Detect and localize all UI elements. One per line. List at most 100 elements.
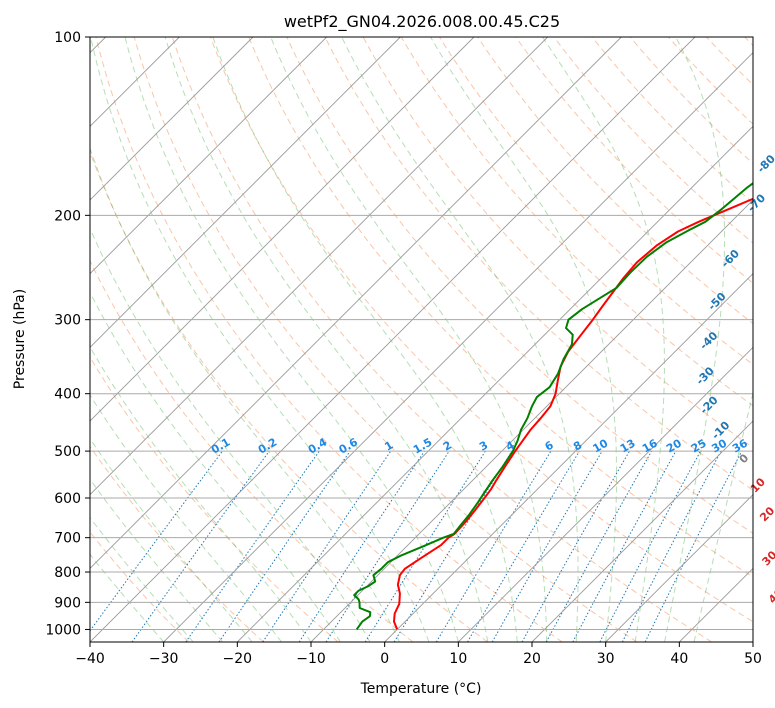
moist-adiabat-line (270, 37, 548, 642)
mixing-ratio-line (621, 450, 722, 642)
isotherm-line (458, 346, 753, 642)
mixing-ratio-line (90, 450, 223, 632)
dry-adiabat-label: 0 (737, 451, 752, 466)
moist-adiabat-line (90, 37, 430, 642)
mixing-ratio-line (521, 450, 630, 642)
x-tick-label: 20 (523, 651, 541, 667)
mixing-ratio-line (218, 450, 351, 642)
dry-adiabat-line (400, 37, 753, 407)
x-tick-label: −10 (296, 651, 326, 667)
dry-adiabat-line (210, 37, 753, 623)
dry-adiabat-line (133, 37, 638, 642)
x-tick-label: −20 (223, 651, 253, 667)
y-axis-label: Pressure (hPa) (12, 289, 28, 389)
dry-adiabat-line (629, 37, 753, 165)
dry-adiabat-line (90, 445, 264, 642)
mixing-ratio-label: 20 (664, 436, 684, 455)
moist-adiabat-line (90, 478, 223, 642)
mixing-ratio-line (393, 450, 513, 642)
mixing-ratio-label: 13 (618, 437, 638, 456)
y-tick-label: 700 (54, 531, 81, 547)
isotherm-line (531, 420, 753, 642)
dry-adiabat-label: -10 (709, 419, 732, 442)
dry-adiabat-label: -30 (694, 364, 717, 387)
moist-adiabat-line (124, 37, 459, 642)
dry-adiabat-line (90, 259, 414, 642)
dry-adiabat-line (515, 37, 753, 284)
x-tick-label: −40 (75, 651, 105, 667)
moist-adiabat-line (341, 37, 579, 642)
mixing-ratio-label: 10 (590, 436, 610, 455)
mixing-ratio-line (131, 450, 270, 642)
moist-adiabat-line (90, 345, 312, 642)
isotherm-line (384, 273, 753, 642)
dry-adiabat-label: 30 (760, 548, 775, 568)
mixing-ratio-line (185, 450, 320, 642)
mixing-ratio-line (262, 450, 392, 642)
y-tick-label: 200 (54, 208, 81, 224)
grid-lines (90, 37, 753, 642)
y-axis-ticks: 1000 900 800 700 600 500 400 300 200 100 (45, 30, 90, 638)
mixing-ratio-label: 0.6 (337, 435, 361, 456)
mixing-ratio-label: 0.4 (306, 435, 330, 456)
background-lines (90, 37, 753, 642)
y-tick-label: 900 (54, 595, 81, 611)
moist-adiabat-line (164, 37, 489, 642)
y-tick-label: 300 (54, 313, 81, 329)
x-tick-label: −30 (149, 651, 179, 667)
chart-title: wetPf2_GN04.2026.008.00.45.C25 (284, 12, 560, 32)
x-tick-label: 40 (670, 651, 688, 667)
isotherm-line (90, 37, 401, 348)
dry-adiabat-label: 40 (766, 586, 775, 606)
moist-adiabat-line (693, 390, 753, 642)
mixing-ratio-line (599, 450, 701, 642)
dry-adiabat-label: -20 (697, 393, 720, 416)
mixing-ratio-line (467, 450, 580, 642)
mixing-ratio-label: 0.1 (209, 436, 232, 457)
dry-adiabat-label: -90 (771, 106, 775, 129)
x-axis-ticks: −40 −30 −20 −10 0 10 20 30 40 50 (75, 642, 762, 667)
x-tick-label: 50 (744, 651, 762, 667)
dry-adiabat-line (248, 37, 753, 578)
isotherm-line (90, 37, 327, 275)
dry-adiabat-line (95, 37, 563, 642)
dry-adiabat-label: -60 (719, 247, 742, 270)
mixing-ratio-label: 0.2 (256, 436, 279, 457)
plot-frame (89, 36, 754, 643)
dry-adiabat-line (90, 356, 339, 642)
x-tick-label: 30 (597, 651, 615, 667)
y-tick-label: 600 (54, 491, 81, 507)
isotherm-line (605, 494, 753, 642)
moist-adiabat-line (90, 516, 194, 642)
y-tick-label: 800 (54, 565, 81, 581)
dry-adiabat-label: -80 (755, 152, 775, 175)
x-tick-label: 0 (380, 651, 389, 667)
y-tick-label: 1000 (45, 622, 81, 638)
moist-adiabat-line (90, 394, 282, 642)
moist-adiabat-line (90, 437, 253, 642)
moist-adiabat-line (90, 147, 400, 642)
dry-adiabat-line (90, 150, 488, 642)
moist-adiabat-line (664, 37, 726, 642)
x-tick-label: 10 (449, 651, 467, 667)
mixing-ratio-line (572, 450, 677, 642)
dewpoint-series-line (353, 182, 753, 630)
mixing-ratio-label: 25 (689, 437, 709, 456)
isotherm-line (90, 37, 254, 201)
isotherm-line (679, 567, 753, 642)
dry-adiabat-label: 10 (748, 475, 768, 495)
mixing-ratio-label: 1.5 (411, 436, 434, 457)
moist-adiabat-line (90, 291, 341, 642)
mixing-ratio-line (644, 450, 743, 642)
y-tick-label: 500 (54, 444, 81, 460)
mixing-ratio-line (545, 450, 653, 642)
mixing-ratio-line (298, 450, 425, 642)
moist-adiabat-line (212, 37, 518, 642)
dry-adiabat-line (591, 37, 753, 204)
moist-adiabat-line (90, 553, 165, 642)
isotherm-line (163, 52, 753, 642)
y-tick-label: 400 (54, 387, 81, 403)
dry-adiabat-line (90, 531, 190, 642)
dry-adiabat-line (324, 37, 753, 491)
